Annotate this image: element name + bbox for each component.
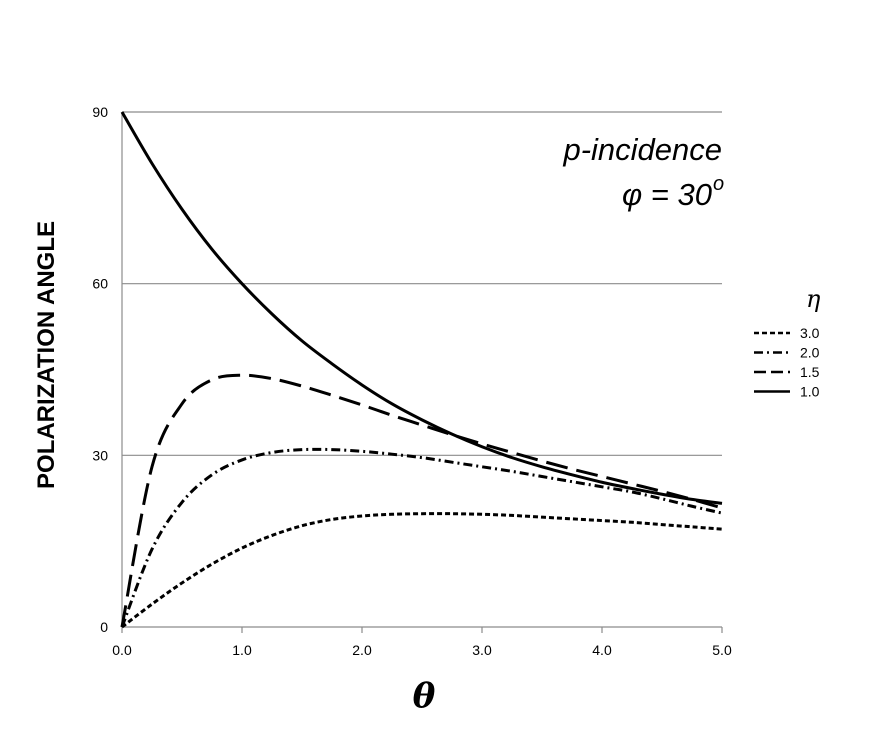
x-tick-label: 5.0 xyxy=(712,642,732,658)
x-tick-label: 0.0 xyxy=(112,642,132,658)
legend-title: η xyxy=(806,285,821,313)
legend: 3.0 2.0 1.5 1.0 xyxy=(754,325,820,400)
annotation-phi: φ = 30 xyxy=(622,177,712,212)
annotation-degree-mark: o xyxy=(713,173,724,195)
legend-label: 1.5 xyxy=(800,364,820,380)
x-tick-label: 2.0 xyxy=(352,642,372,658)
y-tick-label: 90 xyxy=(92,104,108,120)
axes: 0 30 60 90 0.0 1.0 2.0 3.0 4.0 5.0 xyxy=(92,104,732,658)
series-line-eta-2-0 xyxy=(120,447,723,628)
annotation-incidence: p-incidence xyxy=(562,132,722,167)
series-lines xyxy=(120,111,723,629)
series-line-eta-1-0 xyxy=(120,111,723,505)
y-axis-label: POLARIZATION ANGLE xyxy=(33,221,60,489)
legend-label: 1.0 xyxy=(800,384,820,400)
series-line-eta-3-0 xyxy=(121,512,723,629)
legend-label: 3.0 xyxy=(800,325,820,341)
y-tick-label: 60 xyxy=(92,276,108,292)
series-line-eta-1-5 xyxy=(120,373,723,628)
legend-label: 2.0 xyxy=(800,345,820,361)
gridlines xyxy=(122,111,722,456)
y-tick-label: 30 xyxy=(92,447,108,463)
x-tick-label: 1.0 xyxy=(232,642,252,658)
x-tick-label: 4.0 xyxy=(592,642,612,658)
y-tick-label: 0 xyxy=(100,619,108,635)
annotation-phi-value: φ = 30 xyxy=(622,177,712,212)
x-tick-label: 3.0 xyxy=(472,642,492,658)
x-axis-label: θ xyxy=(413,676,436,716)
